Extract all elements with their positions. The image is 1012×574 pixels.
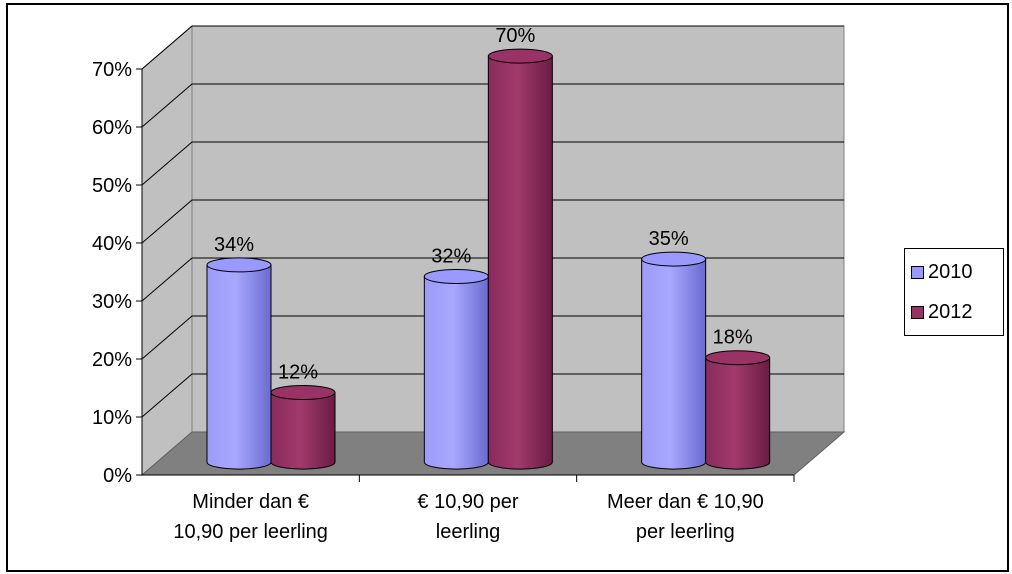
legend-swatch-2010: [911, 266, 924, 279]
x-tick-label: Minder dan €: [192, 491, 309, 513]
bar-body: [423, 276, 489, 470]
gridline: [141, 141, 844, 186]
data-label: 35%: [649, 228, 689, 250]
gridline: [141, 373, 844, 418]
bar-top: [705, 350, 771, 366]
gridline: [141, 25, 844, 70]
legend-swatch-2012: [911, 306, 924, 319]
side-wall: [141, 24, 193, 477]
gridline: [141, 83, 844, 128]
bar: [487, 48, 553, 470]
bar-top: [423, 269, 489, 284]
bar: [270, 385, 336, 470]
data-label: 32%: [431, 246, 471, 268]
legend-item-2010: 2010: [911, 261, 973, 284]
bar-body: [206, 264, 272, 470]
chart-frame: [6, 3, 1009, 572]
y-tick-label: 10%: [92, 407, 132, 429]
data-label: 70%: [495, 25, 535, 47]
bar: [705, 350, 771, 470]
legend-label-2010: 2010: [928, 261, 973, 283]
legend: 2010 2012: [904, 248, 1004, 336]
gridline: [141, 257, 844, 302]
y-tick-label: 40%: [92, 233, 132, 255]
y-tick-label: 60%: [92, 117, 132, 139]
data-label: 12%: [278, 362, 318, 384]
data-label: 18%: [713, 327, 753, 349]
bar-top: [487, 48, 553, 64]
x-tick-label: Meer dan € 10,90: [607, 491, 764, 513]
legend-label-2012: 2012: [928, 301, 973, 323]
x-tick-label: € 10,90 per: [417, 491, 519, 513]
bar-top: [270, 385, 336, 400]
bar-body: [487, 55, 553, 470]
y-tick-label: 50%: [92, 175, 132, 197]
bar-body: [705, 357, 771, 470]
y-tick-label: 70%: [92, 59, 132, 81]
y-tick-label: 30%: [92, 291, 132, 313]
x-tick-label: per leerling: [636, 521, 735, 543]
bar: [206, 257, 272, 470]
data-label: 34%: [214, 234, 254, 256]
bar-top: [206, 257, 272, 273]
y-tick-label: 20%: [92, 349, 132, 371]
legend-item-2012: 2012: [911, 301, 973, 324]
gridline: [141, 315, 844, 360]
x-tick-label: leerling: [436, 521, 500, 543]
bar: [423, 269, 489, 470]
gridline: [141, 199, 844, 244]
bar: [641, 251, 707, 470]
y-tick-label: 0%: [103, 465, 132, 487]
bar-body: [641, 258, 707, 470]
bar-top: [641, 251, 707, 267]
x-tick-label: 10,90 per leerling: [173, 521, 328, 543]
bar-body: [270, 392, 336, 470]
